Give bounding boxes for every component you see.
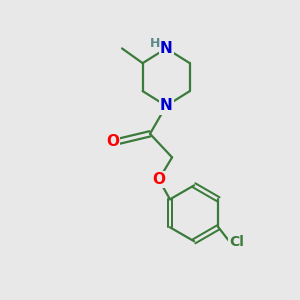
Text: Cl: Cl [230, 235, 244, 249]
Text: O: O [152, 172, 165, 187]
Text: N: N [160, 98, 172, 113]
Text: H: H [150, 37, 160, 50]
Text: N: N [160, 41, 172, 56]
Text: O: O [106, 134, 119, 149]
